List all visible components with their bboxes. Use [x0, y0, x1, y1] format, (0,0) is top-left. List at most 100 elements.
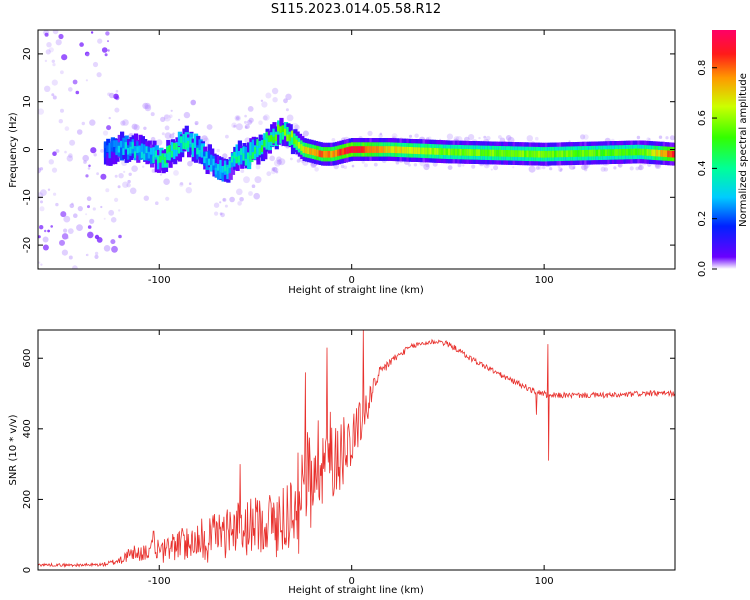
- spectrogram-noise-speck: [231, 122, 237, 129]
- spectrogram-noise-speck: [216, 148, 220, 153]
- spectrogram-ridge-cell: [521, 150, 527, 158]
- spectrogram-ridge-cell: [237, 155, 242, 163]
- spectrogram-noise-speck: [72, 79, 78, 85]
- spectrogram-ridge-cell: [586, 149, 591, 157]
- spectrogram-noise-speck: [528, 165, 536, 173]
- y-tick-label: 10: [22, 95, 33, 108]
- spectrogram-noise-speck: [50, 225, 53, 228]
- spectrogram-noise-speck: [100, 205, 103, 209]
- spectrogram-ridge-cell: [133, 133, 139, 157]
- spectrogram-ridge-cell: [399, 146, 404, 154]
- spectrogram-ridge-cell: [138, 145, 143, 160]
- spectrogram-noise-speck: [219, 201, 222, 204]
- spectrogram-noise-speck: [122, 181, 129, 188]
- spectrogram-noise-speck: [278, 158, 286, 166]
- spectrogram-ridge-cell: [660, 150, 665, 157]
- spectrogram-noise-speck: [425, 163, 430, 168]
- spectrogram-noise-speck: [66, 155, 74, 162]
- spectrogram-ridge-cell: [542, 150, 547, 158]
- spectrogram-noise-speck: [486, 163, 489, 167]
- spectrogram-noise-speck: [290, 157, 293, 161]
- spectrogram-noise-speck: [52, 95, 57, 100]
- spectrogram-ridge-cell: [558, 150, 563, 158]
- spectrogram-noise-speck: [61, 54, 68, 61]
- spectrogram-noise-speck: [42, 236, 49, 243]
- spectrogram-noise-speck: [188, 182, 192, 185]
- spectrogram-ridge-cell: [205, 151, 210, 159]
- spectrogram-ridge-cell: [175, 143, 180, 150]
- spectrogram-ridge-cell: [371, 146, 376, 153]
- spectrogram-noise-speck: [114, 174, 118, 178]
- spectrogram-ridge-cell: [517, 150, 522, 157]
- spectrogram-noise-speck: [131, 123, 138, 130]
- spectrogram-noise-speck: [86, 196, 92, 201]
- spectrogram-noise-speck: [183, 111, 191, 119]
- spectrogram-ridge-cell: [344, 147, 349, 155]
- spectrogram-ridge-cell: [519, 150, 524, 158]
- y-tick-label: 20: [22, 48, 33, 61]
- spectrogram-ridge-cell: [127, 147, 132, 155]
- spectrogram-ridge-cell: [367, 146, 372, 153]
- spectrogram-ridge-cell: [641, 148, 647, 156]
- spectrogram-noise-speck: [490, 168, 493, 171]
- spectrogram-ridge-cell: [406, 146, 411, 154]
- spectrogram-ridge-cell: [295, 139, 300, 147]
- spectrogram-ridge-cell: [212, 158, 217, 166]
- spectrogram-noise-speck: [251, 184, 256, 188]
- spectrogram-noise-speck: [379, 132, 383, 136]
- spectrogram-ridge-cell: [551, 150, 557, 158]
- spectrogram-noise-speck: [85, 254, 88, 256]
- spectrogram-ridge-cell: [249, 155, 254, 163]
- spectrogram-noise-speck: [83, 160, 87, 164]
- spectrogram-ridge-cell: [498, 149, 503, 157]
- spectrogram-noise-speck: [457, 163, 462, 168]
- spectrogram-noise-speck: [343, 165, 348, 170]
- spectrogram-ridge-cell: [630, 148, 635, 156]
- spectrogram-ridge-cell: [595, 149, 600, 157]
- spectrogram-ridge-cell: [341, 148, 346, 155]
- spectrogram-noise-speck: [617, 162, 623, 168]
- spectrogram-noise-speck: [617, 163, 621, 167]
- spectrogram-ridge-cell: [448, 148, 453, 156]
- spectrogram-ridge-cell: [184, 142, 189, 150]
- spectrogram-ridge-cell: [281, 125, 286, 140]
- spectrogram-noise-speck: [58, 119, 63, 124]
- spectrogram-noise-speck: [462, 164, 465, 167]
- spectrogram-noise-speck: [486, 135, 491, 141]
- spectrogram-noise-speck: [285, 108, 289, 112]
- spectrogram-ridge-cell: [154, 150, 159, 158]
- spectrogram-noise-speck: [428, 136, 432, 140]
- spectrogram-noise-speck: [150, 136, 156, 142]
- spectrogram-noise-speck: [85, 174, 89, 178]
- spectrogram-ridge-cell: [311, 148, 316, 156]
- spectrogram-noise-speck: [265, 92, 272, 99]
- spectrogram-noise-speck: [331, 138, 336, 142]
- spectrogram-noise-speck: [296, 159, 301, 163]
- spectrogram-ridge-cell: [471, 149, 476, 156]
- spectrogram-noise-speck: [237, 201, 242, 206]
- spectrogram-noise-speck: [468, 134, 475, 141]
- spectrogram-ridge-cell: [362, 146, 367, 153]
- spectrogram-ridge-cell: [355, 146, 360, 153]
- spectrogram-ridge-cell: [397, 146, 402, 154]
- spectrogram-ridge-cell: [632, 148, 637, 156]
- spectrogram-ridge-cell: [115, 148, 120, 156]
- spectrogram-noise-speck: [314, 167, 319, 172]
- spectrogram-noise-speck: [542, 165, 546, 170]
- spectrogram-noise-speck: [73, 213, 78, 218]
- spectrogram-noise-speck: [123, 170, 126, 173]
- spectrogram-noise-speck: [126, 183, 131, 188]
- spectrogram-noise-speck: [172, 132, 175, 135]
- spectrogram-noise-speck: [557, 165, 561, 169]
- spectrogram-ridge-cell: [575, 150, 580, 157]
- spectrogram-ridge-cell: [136, 146, 141, 153]
- spectrogram-ridge-cell: [122, 137, 127, 152]
- spectrogram-noise-speck: [272, 97, 278, 103]
- spectrogram-noise-speck: [247, 106, 254, 112]
- spectrogram-noise-speck: [51, 167, 58, 173]
- spectrogram-ridge-cell: [360, 146, 365, 153]
- spectrogram-ridge-cell: [150, 147, 155, 155]
- spectrogram-noise-speck: [187, 160, 193, 167]
- spectrogram-ridge-cell: [478, 149, 483, 156]
